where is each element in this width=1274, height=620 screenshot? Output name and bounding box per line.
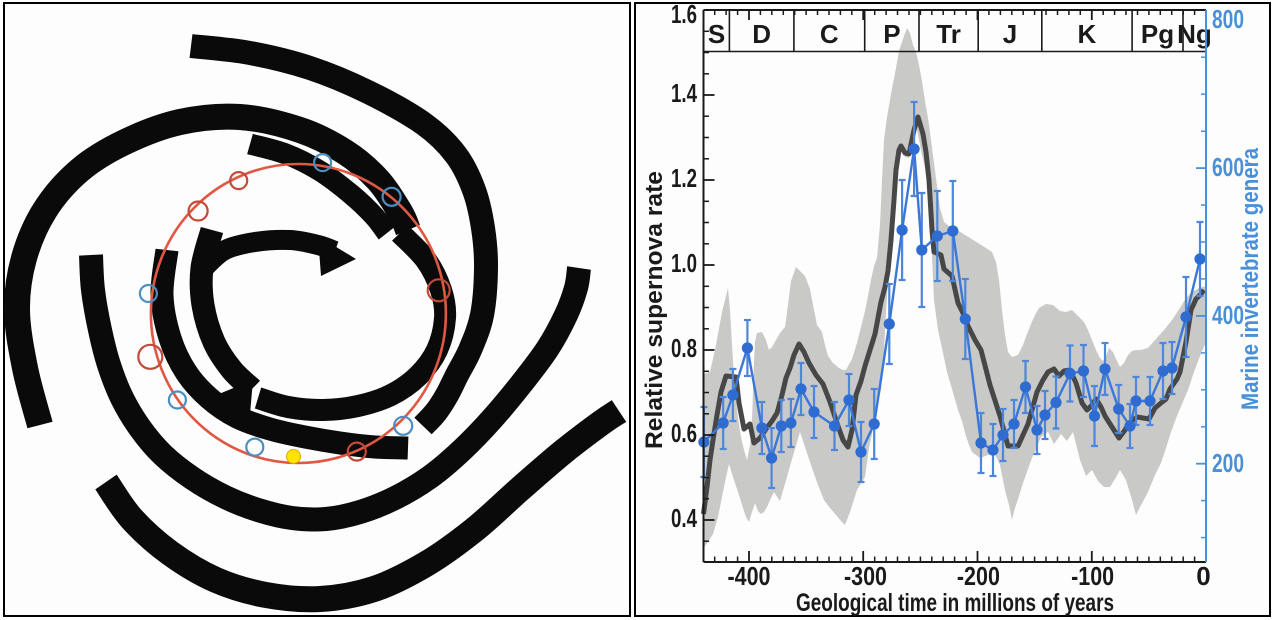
svg-text:-100: -100 (1071, 561, 1114, 591)
svg-text:0.8: 0.8 (671, 333, 697, 363)
svg-text:1.6: 1.6 (671, 0, 697, 29)
svg-text:-200: -200 (957, 561, 1000, 591)
svg-text:200: 200 (1212, 448, 1244, 478)
svg-text:K: K (1078, 19, 1097, 49)
svg-text:1.0: 1.0 (671, 248, 697, 278)
svg-text:0: 0 (1196, 561, 1210, 591)
svg-text:0.4: 0.4 (671, 503, 697, 533)
svg-text:1.4: 1.4 (671, 78, 697, 108)
svg-text:Marine invertebrate genera: Marine invertebrate genera (1237, 147, 1264, 410)
svg-text:-400: -400 (728, 561, 771, 591)
svg-text:-300: -300 (844, 561, 887, 591)
svg-text:Geological time in millions of: Geological time in millions of years (796, 589, 1114, 617)
svg-text:Relative supernova rate: Relative supernova rate (641, 171, 668, 449)
svg-text:800: 800 (1212, 4, 1244, 34)
svg-text:C: C (820, 19, 839, 49)
svg-text:J: J (1003, 19, 1017, 49)
svg-text:D: D (752, 19, 771, 49)
svg-text:1.2: 1.2 (671, 163, 697, 193)
svg-text:0.6: 0.6 (671, 418, 697, 448)
svg-text:P: P (883, 19, 900, 49)
svg-text:400: 400 (1212, 300, 1244, 330)
svg-text:Pg: Pg (1141, 19, 1174, 49)
svg-text:Tr: Tr (936, 19, 961, 49)
svg-text:600: 600 (1212, 152, 1244, 182)
svg-text:S: S (708, 19, 725, 49)
